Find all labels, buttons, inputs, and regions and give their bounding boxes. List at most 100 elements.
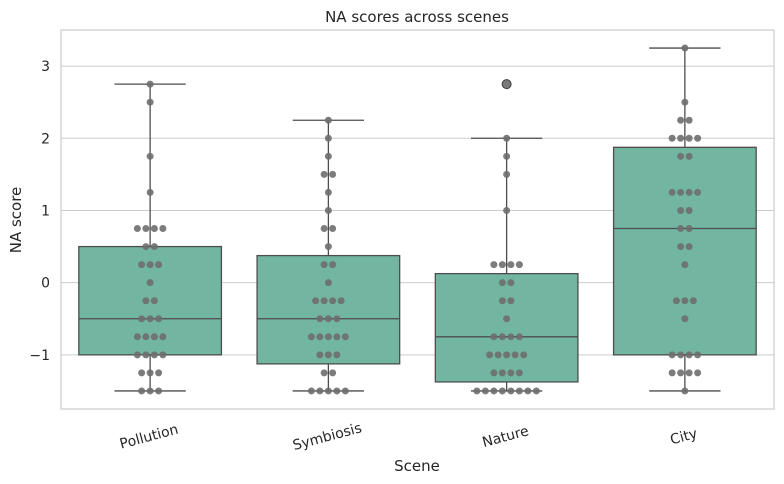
data-point	[681, 44, 689, 52]
data-point	[498, 369, 506, 377]
data-point	[507, 333, 515, 341]
data-point	[490, 261, 498, 269]
data-point	[320, 170, 328, 178]
data-point	[694, 134, 702, 142]
data-point	[490, 387, 498, 395]
data-point	[681, 387, 689, 395]
outlier-marker	[501, 79, 512, 90]
data-point	[677, 243, 685, 251]
data-point	[146, 315, 154, 323]
data-point	[685, 152, 693, 160]
data-point	[329, 225, 337, 233]
data-point	[316, 333, 324, 341]
data-point	[150, 225, 158, 233]
data-point	[685, 116, 693, 124]
data-point	[155, 387, 163, 395]
box-iqr	[434, 272, 579, 383]
data-point	[473, 387, 481, 395]
data-point	[481, 387, 489, 395]
y-tick-label: −1	[29, 348, 50, 364]
data-point	[668, 351, 676, 359]
data-point	[494, 351, 502, 359]
data-point	[685, 369, 693, 377]
swarm-points	[133, 44, 702, 395]
data-point	[146, 188, 154, 196]
box-symbiosis	[256, 119, 401, 392]
data-point	[133, 225, 141, 233]
data-point	[329, 261, 337, 269]
data-point	[685, 351, 693, 359]
y-tick-label: 1	[41, 203, 50, 219]
data-point	[138, 261, 146, 269]
data-point	[142, 297, 150, 305]
data-point	[503, 170, 511, 178]
data-point	[681, 261, 689, 269]
data-point	[490, 333, 498, 341]
y-axis-label: NA score	[7, 187, 25, 254]
data-point	[324, 188, 332, 196]
data-point	[133, 351, 141, 359]
data-point	[507, 297, 515, 305]
data-point	[324, 243, 332, 251]
data-point	[333, 351, 341, 359]
data-point	[503, 152, 511, 160]
data-point	[677, 116, 685, 124]
data-point	[142, 333, 150, 341]
data-point	[503, 206, 511, 214]
chart-title: NA scores across scenes	[325, 8, 509, 26]
x-axis-label: Scene	[394, 457, 440, 475]
data-point	[677, 206, 685, 214]
data-point	[333, 333, 341, 341]
data-point	[677, 152, 685, 160]
data-point	[146, 261, 154, 269]
data-point	[668, 369, 676, 377]
data-point	[324, 152, 332, 160]
data-point	[486, 351, 494, 359]
data-point	[503, 134, 511, 142]
data-point	[507, 279, 515, 287]
y-tick-label: 2	[41, 131, 50, 147]
data-point	[677, 225, 685, 233]
data-point	[312, 297, 320, 305]
data-point	[307, 333, 315, 341]
data-point	[685, 206, 693, 214]
data-point	[498, 261, 506, 269]
data-point	[333, 315, 341, 323]
data-point	[498, 387, 506, 395]
data-point	[146, 98, 154, 106]
y-tick-labels: −1 0 1 2 3	[29, 59, 50, 364]
data-point	[146, 152, 154, 160]
data-point	[159, 225, 167, 233]
data-point	[159, 333, 167, 341]
data-point	[324, 134, 332, 142]
data-point	[672, 297, 680, 305]
data-point	[146, 387, 154, 395]
data-point	[320, 369, 328, 377]
box-iqr	[256, 254, 401, 365]
data-point	[503, 351, 511, 359]
data-point	[150, 351, 158, 359]
data-point	[498, 279, 506, 287]
data-point	[515, 369, 523, 377]
data-point	[490, 369, 498, 377]
data-point	[681, 315, 689, 323]
data-point	[324, 206, 332, 214]
data-point	[507, 261, 515, 269]
data-point	[320, 225, 328, 233]
data-point	[694, 188, 702, 196]
data-point	[133, 333, 141, 341]
data-point	[324, 387, 332, 395]
data-point	[324, 351, 332, 359]
y-tick-label: 3	[41, 59, 50, 75]
data-point	[532, 387, 540, 395]
box-iqr	[612, 146, 757, 356]
data-point	[138, 315, 146, 323]
data-point	[324, 116, 332, 124]
data-point	[507, 369, 515, 377]
data-point	[150, 333, 158, 341]
data-point	[685, 188, 693, 196]
data-point	[524, 387, 532, 395]
data-point	[668, 134, 676, 142]
data-point	[520, 351, 528, 359]
